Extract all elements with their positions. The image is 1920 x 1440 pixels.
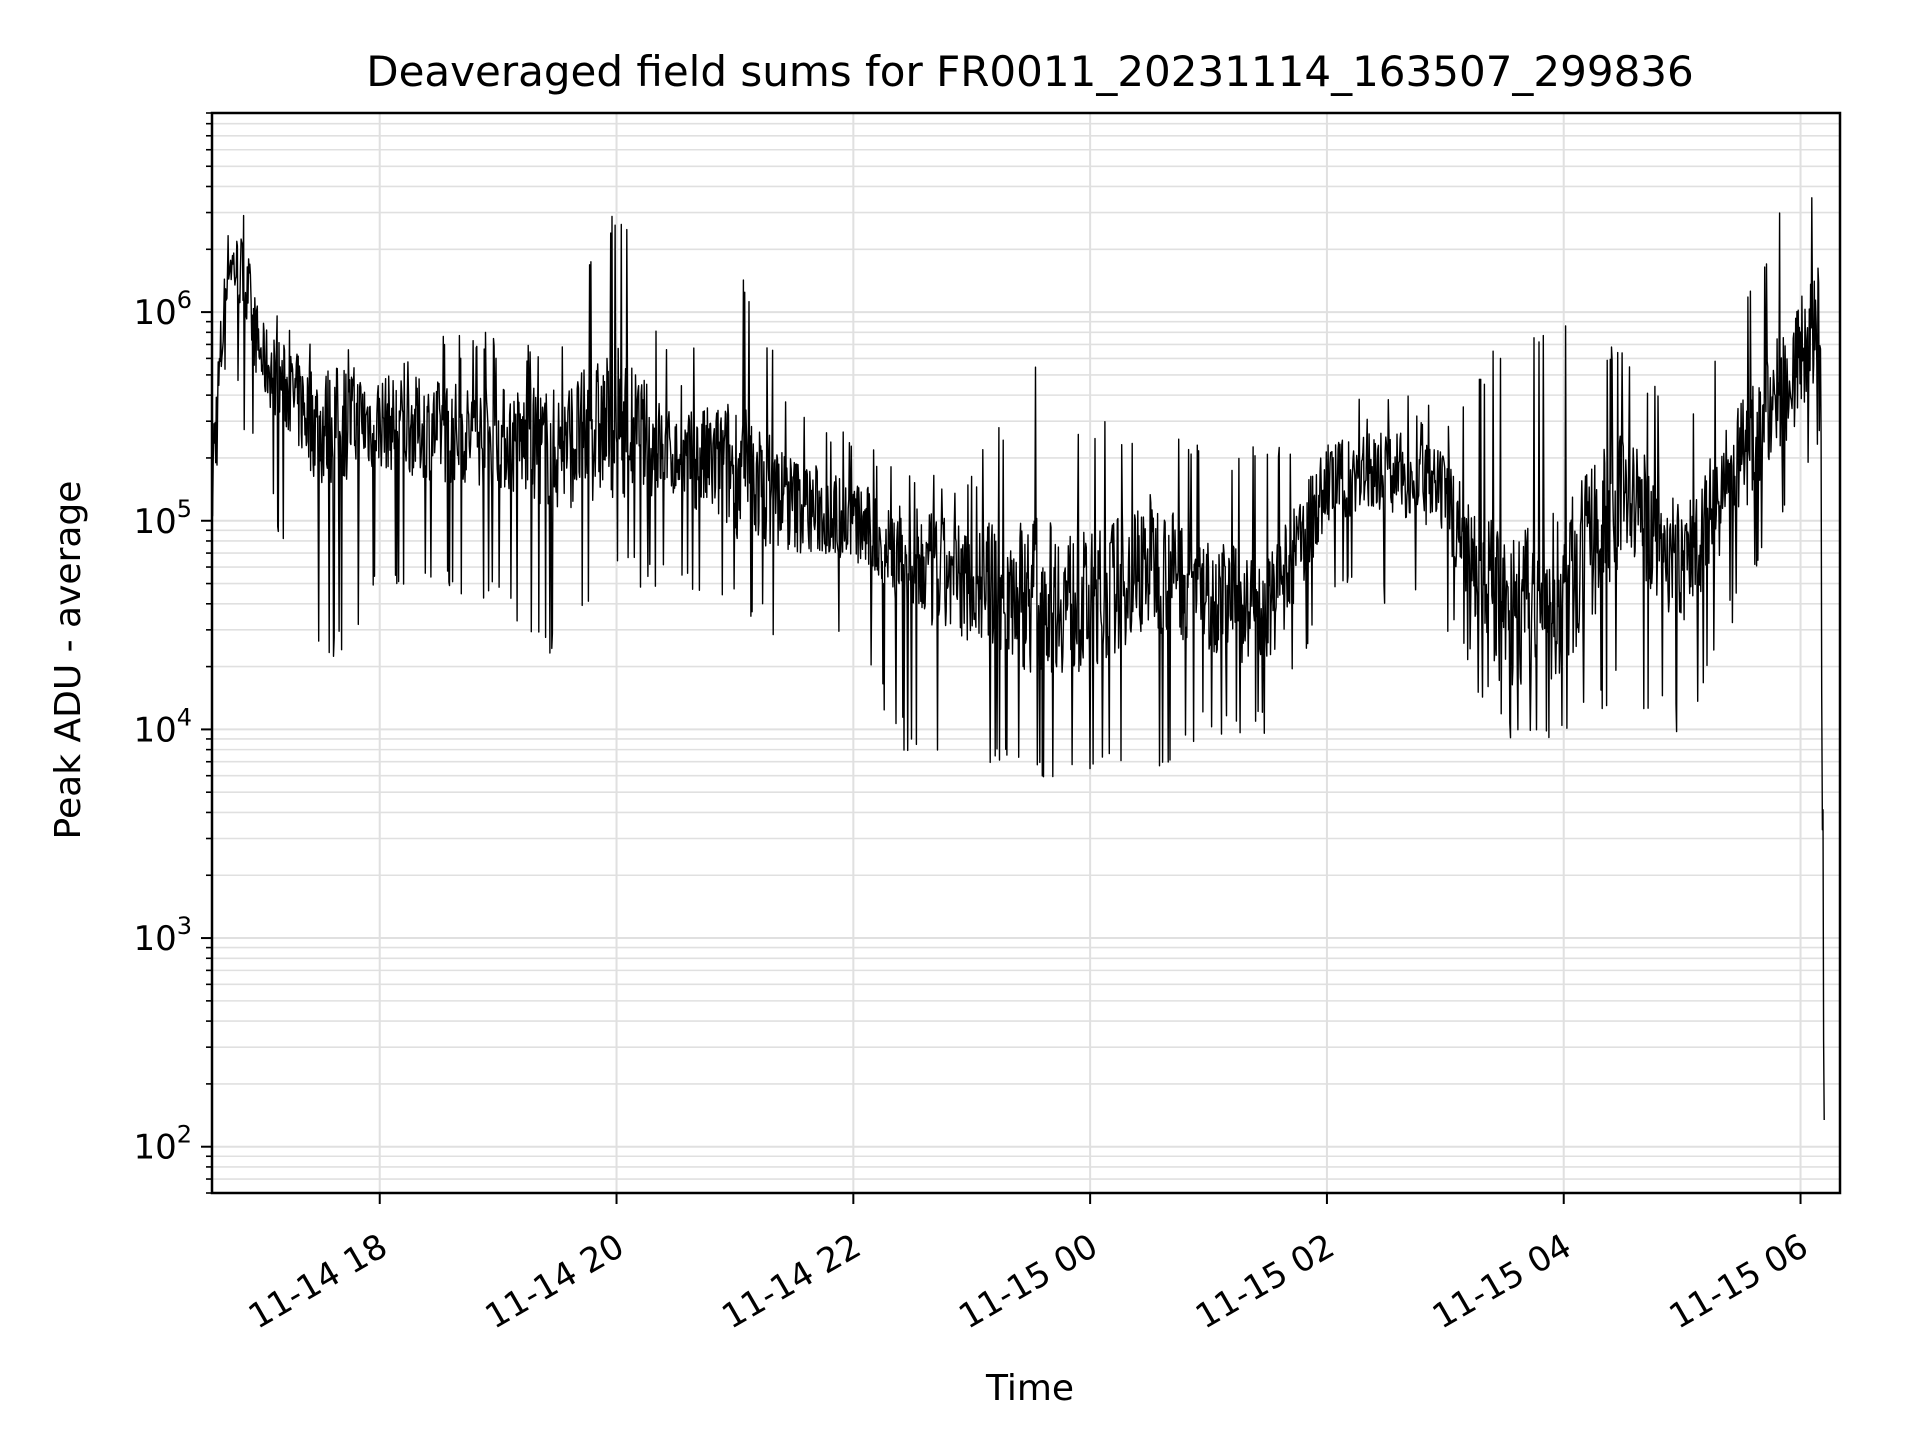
y-tick-label: 105 xyxy=(133,495,192,542)
x-axis-label: Time xyxy=(985,1368,1074,1409)
data-series xyxy=(211,197,1825,1121)
grid-lines xyxy=(212,112,1840,1194)
y-tick-label: 103 xyxy=(133,912,192,959)
y-axis-label: Peak ADU - average xyxy=(48,481,89,840)
y-tick-label: 102 xyxy=(133,1121,192,1168)
plot-frame xyxy=(210,111,1842,1195)
series-line xyxy=(211,197,1825,1121)
chart-title: Deaveraged field sums for FR0011_2023111… xyxy=(366,47,1694,96)
y-tick-label: 106 xyxy=(133,286,192,333)
y-tick-label: 104 xyxy=(133,703,192,750)
